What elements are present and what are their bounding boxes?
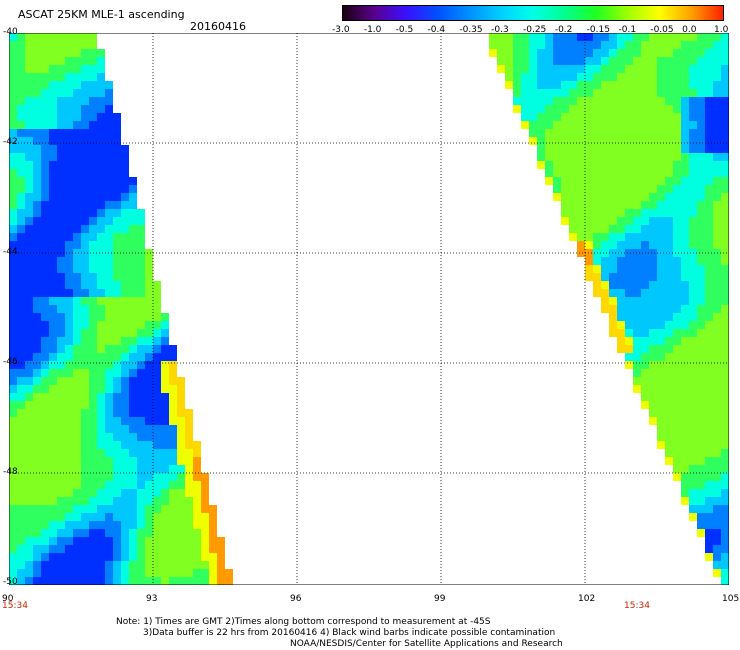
colorbar-label: -0.05 (650, 25, 674, 35)
longitude-label: 102 (578, 594, 596, 604)
latitude-label: -48 (3, 467, 18, 477)
time-label-right: 15:34 (624, 601, 650, 611)
colorbar-label: -0.1 (618, 25, 637, 35)
longitude-label: 93 (146, 594, 158, 604)
colorbar-label: -0.3 (491, 25, 509, 35)
colorbar-label: -1.0 (363, 25, 382, 35)
colorbar-label: -0.2 (554, 25, 573, 35)
footer-note-line2: 3)Data buffer is 22 hrs from 20160416 4)… (143, 628, 556, 638)
swath-map (9, 33, 729, 585)
colorbar-label: -3.0 (332, 25, 350, 35)
colorbar-label: -0.35 (459, 25, 483, 35)
latitude-label: -42 (3, 137, 18, 147)
chart-date: 20160416 (190, 20, 246, 33)
colorbar (342, 5, 724, 21)
chart-title: ASCAT 25KM MLE-1 ascending (18, 8, 185, 21)
colorbar-label: 1.0 (714, 25, 729, 35)
colorbar-label: -0.25 (523, 25, 547, 35)
time-label-left: 15:34 (2, 601, 28, 611)
latitude-label: -44 (3, 247, 18, 257)
footer-credit: NOAA/NESDIS/Center for Satellite Applica… (290, 639, 563, 649)
colorbar-label: -0.15 (586, 25, 610, 35)
latitude-label: -46 (3, 357, 18, 367)
latitude-label: -40 (3, 27, 18, 37)
longitude-label: 105 (722, 594, 740, 604)
colorbar-label: 0.0 (682, 25, 697, 35)
longitude-label: 90 (2, 594, 14, 604)
longitude-label: 99 (434, 594, 446, 604)
longitude-label: 96 (290, 594, 302, 604)
colorbar-label: -0.4 (427, 25, 446, 35)
colorbar-label: -0.5 (395, 25, 414, 35)
latitude-label: -50 (3, 577, 18, 587)
footer-note-line1: Note: 1) Times are GMT 2)Times along bot… (116, 617, 491, 627)
